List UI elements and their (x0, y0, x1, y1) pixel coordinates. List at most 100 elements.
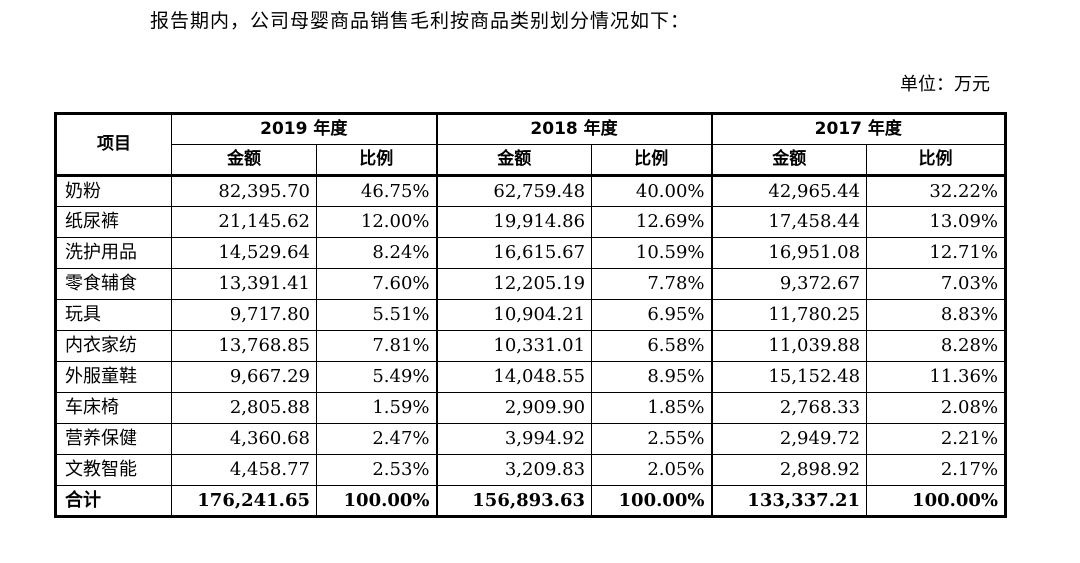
ratio-header: 比例 (315, 144, 438, 177)
amount-cell: 17,458.44 (710, 206, 868, 238)
amount-cell: 10,331.01 (435, 330, 593, 362)
table-header-subcolumns: 金额 比例 金额 比例 金额 比例 (56, 144, 1007, 177)
table-row: 文教智能 4,458.77 2.53% 3,209.83 2.05% 2,898.92 2.… (55, 454, 1007, 486)
amount-cell: 3,994.92 (435, 423, 593, 455)
total-label: 合计 (55, 485, 172, 517)
amount-cell: 9,372.67 (710, 268, 868, 300)
category-name: 营养保健 (55, 423, 172, 455)
category-name: 纸尿裤 (55, 206, 172, 238)
table-row: 内衣家纺 13,768.85 7.81% 10,331.01 6.58% 11,039.8… (55, 330, 1007, 362)
ratio-cell: 2.55% (591, 423, 713, 455)
amount-cell: 2,768.33 (710, 392, 868, 424)
category-name: 车床椅 (55, 392, 172, 424)
ratio-cell: 2.05% (591, 454, 713, 486)
table-row: 奶粉 82,395.70 46.75% 62,759.48 40.00% 42,965.4… (55, 175, 1007, 207)
amount-cell: 4,458.77 (171, 454, 317, 486)
ratio-cell: 7.81% (315, 330, 438, 362)
ratio-cell: 2.08% (866, 392, 1007, 424)
ratio-cell: 2.17% (866, 454, 1007, 486)
amount-cell: 42,965.44 (710, 175, 868, 207)
amount-cell: 9,667.29 (171, 361, 317, 393)
category-name: 玩具 (55, 299, 172, 331)
amount-cell: 2,898.92 (710, 454, 868, 486)
category-name: 零食辅食 (55, 268, 172, 300)
ratio-cell: 5.51% (315, 299, 438, 331)
amount-cell: 82,395.70 (171, 175, 317, 207)
ratio-cell: 7.03% (866, 268, 1007, 300)
ratio-cell: 2.53% (315, 454, 438, 486)
amount-cell: 176,241.65 (171, 485, 317, 517)
ratio-cell: 100.00% (315, 485, 438, 517)
gross-profit-table: 项目 2019 年度 2018 年度 2017 年度 金额 比例 金额 比例 金… (54, 112, 1008, 518)
ratio-cell: 40.00% (591, 175, 713, 207)
table-row: 营养保健 4,360.68 2.47% 3,994.92 2.55% 2,949.72 2.… (55, 423, 1007, 455)
amount-cell: 12,205.19 (435, 268, 593, 300)
ratio-cell: 8.95% (591, 361, 713, 393)
amount-cell: 2,949.72 (710, 423, 868, 455)
table-total-row: 合计 176,241.65 100.00% 156,893.63 100.00% 133,… (55, 485, 1007, 517)
ratio-cell: 46.75% (315, 175, 438, 207)
ratio-cell: 100.00% (866, 485, 1007, 517)
ratio-cell: 2.21% (866, 423, 1007, 455)
ratio-cell: 2.47% (315, 423, 438, 455)
amount-cell: 16,951.08 (710, 237, 868, 269)
category-name: 文教智能 (55, 454, 172, 486)
ratio-cell: 6.58% (591, 330, 713, 362)
amount-cell: 2,805.88 (171, 392, 317, 424)
ratio-cell: 32.22% (866, 175, 1007, 207)
ratio-cell: 11.36% (866, 361, 1007, 393)
ratio-cell: 100.00% (591, 485, 713, 517)
amount-cell: 11,780.25 (710, 299, 868, 331)
table-row: 玩具 9,717.80 5.51% 10,904.21 6.95% 11,780.25 8.… (55, 299, 1007, 331)
amount-header: 金额 (171, 144, 317, 177)
amount-cell: 14,529.64 (171, 237, 317, 269)
table-row: 洗护用品 14,529.64 8.24% 16,615.67 10.59% 16,951.… (55, 237, 1007, 269)
amount-cell: 13,768.85 (171, 330, 317, 362)
year-header-2017: 2017 年度 (710, 113, 1007, 145)
amount-cell: 3,209.83 (435, 454, 593, 486)
amount-cell: 9,717.80 (171, 299, 317, 331)
table-row: 外服童鞋 9,667.29 5.49% 14,048.55 8.95% 15,152.48… (55, 361, 1007, 393)
item-column-header: 项目 (55, 113, 172, 177)
ratio-cell: 8.24% (315, 237, 438, 269)
year-header-2018: 2018 年度 (435, 113, 713, 145)
unit-label: 单位：万元 (900, 74, 990, 95)
ratio-cell: 5.49% (315, 361, 438, 393)
amount-cell: 13,391.41 (171, 268, 317, 300)
ratio-cell: 8.28% (866, 330, 1007, 362)
year-header-2019: 2019 年度 (170, 113, 438, 145)
ratio-cell: 12.71% (866, 237, 1007, 269)
category-name: 洗护用品 (55, 237, 172, 269)
ratio-cell: 6.95% (591, 299, 713, 331)
amount-cell: 156,893.63 (435, 485, 593, 517)
amount-cell: 10,904.21 (435, 299, 593, 331)
amount-cell: 15,152.48 (710, 361, 868, 393)
amount-cell: 133,337.21 (710, 485, 868, 517)
category-name: 内衣家纺 (55, 330, 172, 362)
table-row: 车床椅 2,805.88 1.59% 2,909.90 1.85% 2,768.33 2.0… (55, 392, 1007, 424)
amount-header: 金额 (710, 144, 868, 177)
ratio-cell: 8.83% (866, 299, 1007, 331)
ratio-cell: 1.59% (315, 392, 438, 424)
table-row: 纸尿裤 21,145.62 12.00% 19,914.86 12.69% 17,458.… (55, 206, 1007, 238)
amount-cell: 21,145.62 (171, 206, 317, 238)
amount-header: 金额 (435, 144, 593, 177)
table-row: 零食辅食 13,391.41 7.60% 12,205.19 7.78% 9,372.67… (55, 268, 1007, 300)
ratio-cell: 7.60% (315, 268, 438, 300)
ratio-cell: 12.00% (315, 206, 438, 238)
ratio-cell: 10.59% (591, 237, 713, 269)
table-body: 奶粉 82,395.70 46.75% 62,759.48 40.00% 42,965.4… (55, 175, 1007, 517)
ratio-cell: 7.78% (591, 268, 713, 300)
ratio-header: 比例 (591, 144, 713, 177)
amount-cell: 16,615.67 (435, 237, 593, 269)
ratio-header: 比例 (866, 144, 1007, 177)
ratio-cell: 12.69% (591, 206, 713, 238)
amount-cell: 2,909.90 (435, 392, 593, 424)
amount-cell: 14,048.55 (435, 361, 593, 393)
intro-paragraph: 报告期内，公司母婴商品销售毛利按商品类别划分情况如下： (150, 10, 691, 32)
amount-cell: 19,914.86 (435, 206, 593, 238)
category-name: 外服童鞋 (55, 361, 172, 393)
amount-cell: 11,039.88 (710, 330, 868, 362)
ratio-cell: 13.09% (866, 206, 1007, 238)
amount-cell: 62,759.48 (435, 175, 593, 207)
